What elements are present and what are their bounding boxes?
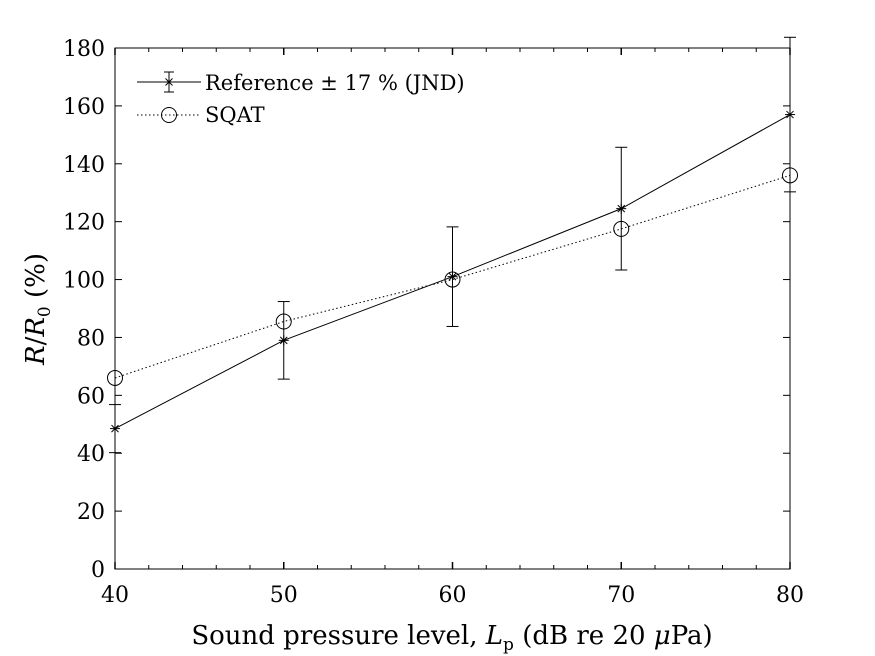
x-tick-label: 70 <box>607 583 635 608</box>
x-axis-label-mu: μ <box>654 621 671 651</box>
y-tick-label: 20 <box>77 500 105 525</box>
y-axis: 0 20 40 60 80 100 120 140 160 180 <box>63 37 790 583</box>
data-point <box>782 167 798 184</box>
y-tick-label: 60 <box>77 384 105 409</box>
x-axis-label-text: Sound pressure level, <box>191 621 485 651</box>
series-reference <box>109 36 796 454</box>
data-point <box>110 423 120 434</box>
legend-entry-reference: Reference ± 17 % (JND) <box>137 71 465 95</box>
y-axis-label: R/R0 (%) <box>21 253 55 366</box>
y-tick-label: 0 <box>91 558 105 583</box>
x-axis-label-symbol: L <box>485 621 503 651</box>
data-point <box>278 335 289 346</box>
series-sqat <box>107 167 798 386</box>
y-axis-label-r0: R <box>21 317 51 338</box>
data-point <box>785 109 795 120</box>
x-axis-label-subscript: p <box>503 635 514 655</box>
y-tick-label: 160 <box>63 95 105 120</box>
y-axis-label-r: R <box>21 345 51 366</box>
x-tick-label: 60 <box>439 583 467 608</box>
data-point <box>275 313 292 330</box>
series-layer <box>107 36 798 454</box>
data-point <box>613 220 630 237</box>
y-axis-label-slash: / <box>21 336 51 345</box>
legend-label-sqat: SQAT <box>205 103 265 127</box>
legend-marker-circle <box>161 107 177 123</box>
y-tick-label: 100 <box>63 269 105 294</box>
legend: Reference ± 17 % (JND) SQAT <box>137 71 465 127</box>
x-axis-label-unit: (dB re 20 <box>514 621 654 651</box>
data-point <box>447 271 458 282</box>
legend-label-reference: Reference ± 17 % (JND) <box>205 71 465 95</box>
data-point <box>107 369 123 386</box>
x-tick-label: 40 <box>101 583 129 608</box>
legend-marker-asterisk <box>164 77 174 87</box>
x-axis: 40 50 60 70 80 <box>101 48 804 608</box>
y-tick-label: 180 <box>63 37 105 62</box>
y-tick-label: 40 <box>77 442 105 467</box>
y-tick-label: 120 <box>63 211 105 236</box>
x-tick-label: 50 <box>270 583 298 608</box>
x-axis-label-unit-end: Pa) <box>671 621 713 651</box>
y-axis-label-subscript: 0 <box>35 306 55 317</box>
y-tick-label: 140 <box>63 153 105 178</box>
data-point <box>444 271 461 288</box>
y-tick-label: 80 <box>77 326 105 351</box>
x-tick-label: 80 <box>776 583 804 608</box>
x-axis-label: Sound pressure level, Lp (dB re 20 μPa) <box>191 621 712 655</box>
legend-entry-sqat: SQAT <box>137 103 265 127</box>
data-point <box>616 203 627 214</box>
y-axis-label-unit: (%) <box>21 253 51 306</box>
